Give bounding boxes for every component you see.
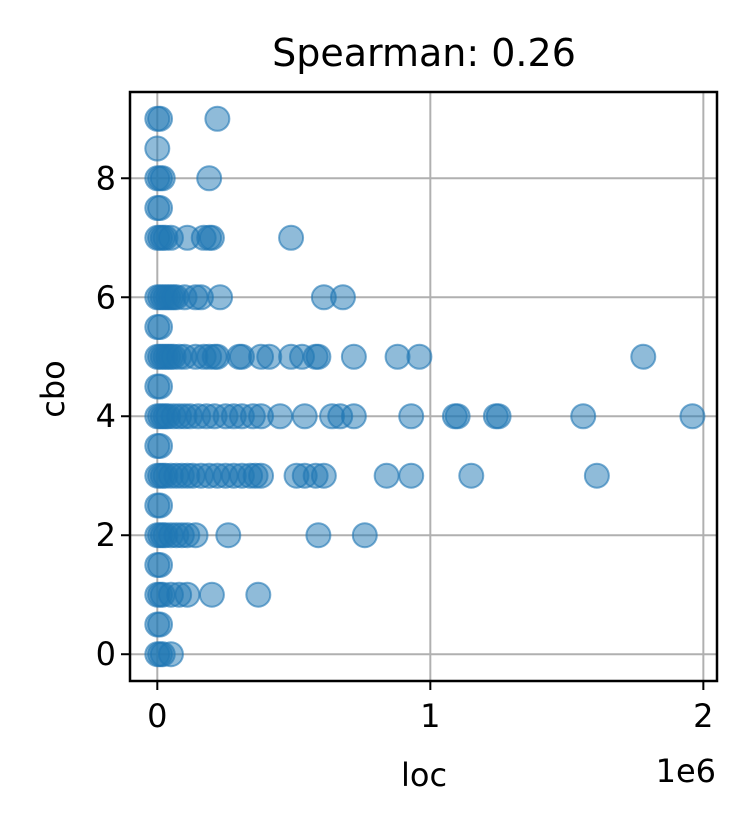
x-tick-label: 1 — [420, 697, 440, 735]
data-point — [267, 403, 294, 430]
data-point — [196, 165, 223, 192]
data-point — [207, 284, 234, 311]
data-point — [373, 462, 400, 489]
data-point — [485, 403, 512, 430]
data-point — [147, 492, 174, 519]
data-point — [198, 224, 225, 251]
data-point — [147, 432, 174, 459]
x-axis-offset-label: 1e6 — [656, 752, 716, 790]
data-point — [147, 314, 174, 341]
data-point — [351, 522, 378, 549]
data-point — [570, 403, 597, 430]
y-tick-label: 2 — [96, 516, 116, 554]
data-point — [198, 581, 225, 608]
y-tick-label: 6 — [96, 278, 116, 316]
data-point — [149, 165, 176, 192]
x-axis-label: loc — [401, 756, 447, 794]
x-axis-ticks: 0 1 2 — [147, 681, 714, 735]
data-point — [204, 343, 231, 370]
data-point — [215, 522, 242, 549]
plot-frame — [128, 90, 719, 683]
data-points — [144, 105, 706, 668]
data-point — [583, 462, 610, 489]
data-point — [329, 284, 356, 311]
y-axis-label: cbo — [34, 360, 72, 417]
data-point — [679, 403, 706, 430]
data-point — [174, 581, 201, 608]
data-point — [291, 403, 318, 430]
chart-title: Spearman: 0.26 — [272, 31, 576, 75]
y-tick-label: 0 — [96, 635, 116, 673]
data-point — [182, 522, 209, 549]
data-point — [384, 343, 411, 370]
data-point — [406, 343, 433, 370]
data-point — [310, 462, 337, 489]
data-point — [147, 611, 174, 638]
data-point — [147, 195, 174, 222]
data-point — [147, 373, 174, 400]
data-point — [157, 641, 184, 668]
data-point — [305, 522, 332, 549]
x-tick-label: 2 — [693, 697, 713, 735]
x-tick-label: 0 — [147, 697, 167, 735]
y-tick-label: 8 — [96, 159, 116, 197]
data-point — [256, 343, 283, 370]
data-point — [248, 462, 275, 489]
data-point — [147, 105, 174, 132]
data-point — [630, 343, 657, 370]
y-axis-ticks: 0 2 4 6 8 — [96, 159, 130, 673]
data-point — [340, 403, 367, 430]
y-tick-label: 4 — [96, 397, 116, 435]
data-point — [147, 551, 174, 578]
data-point — [278, 224, 305, 251]
data-point — [444, 403, 471, 430]
data-point — [144, 135, 171, 162]
data-point — [204, 105, 231, 132]
data-point — [458, 462, 485, 489]
data-point — [398, 462, 425, 489]
data-point — [245, 581, 272, 608]
data-point — [398, 403, 425, 430]
data-point — [340, 343, 367, 370]
data-point — [305, 343, 332, 370]
